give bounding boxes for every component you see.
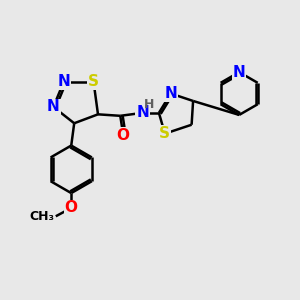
Text: O: O: [65, 200, 78, 215]
Text: S: S: [159, 126, 170, 141]
Text: O: O: [117, 128, 130, 142]
Text: N: N: [47, 99, 60, 114]
Text: N: N: [136, 105, 149, 120]
Text: S: S: [88, 74, 99, 89]
Text: N: N: [57, 74, 70, 89]
Text: H: H: [144, 98, 154, 111]
Text: N: N: [233, 64, 245, 80]
Text: N: N: [164, 86, 177, 101]
Text: CH₃: CH₃: [29, 210, 54, 223]
